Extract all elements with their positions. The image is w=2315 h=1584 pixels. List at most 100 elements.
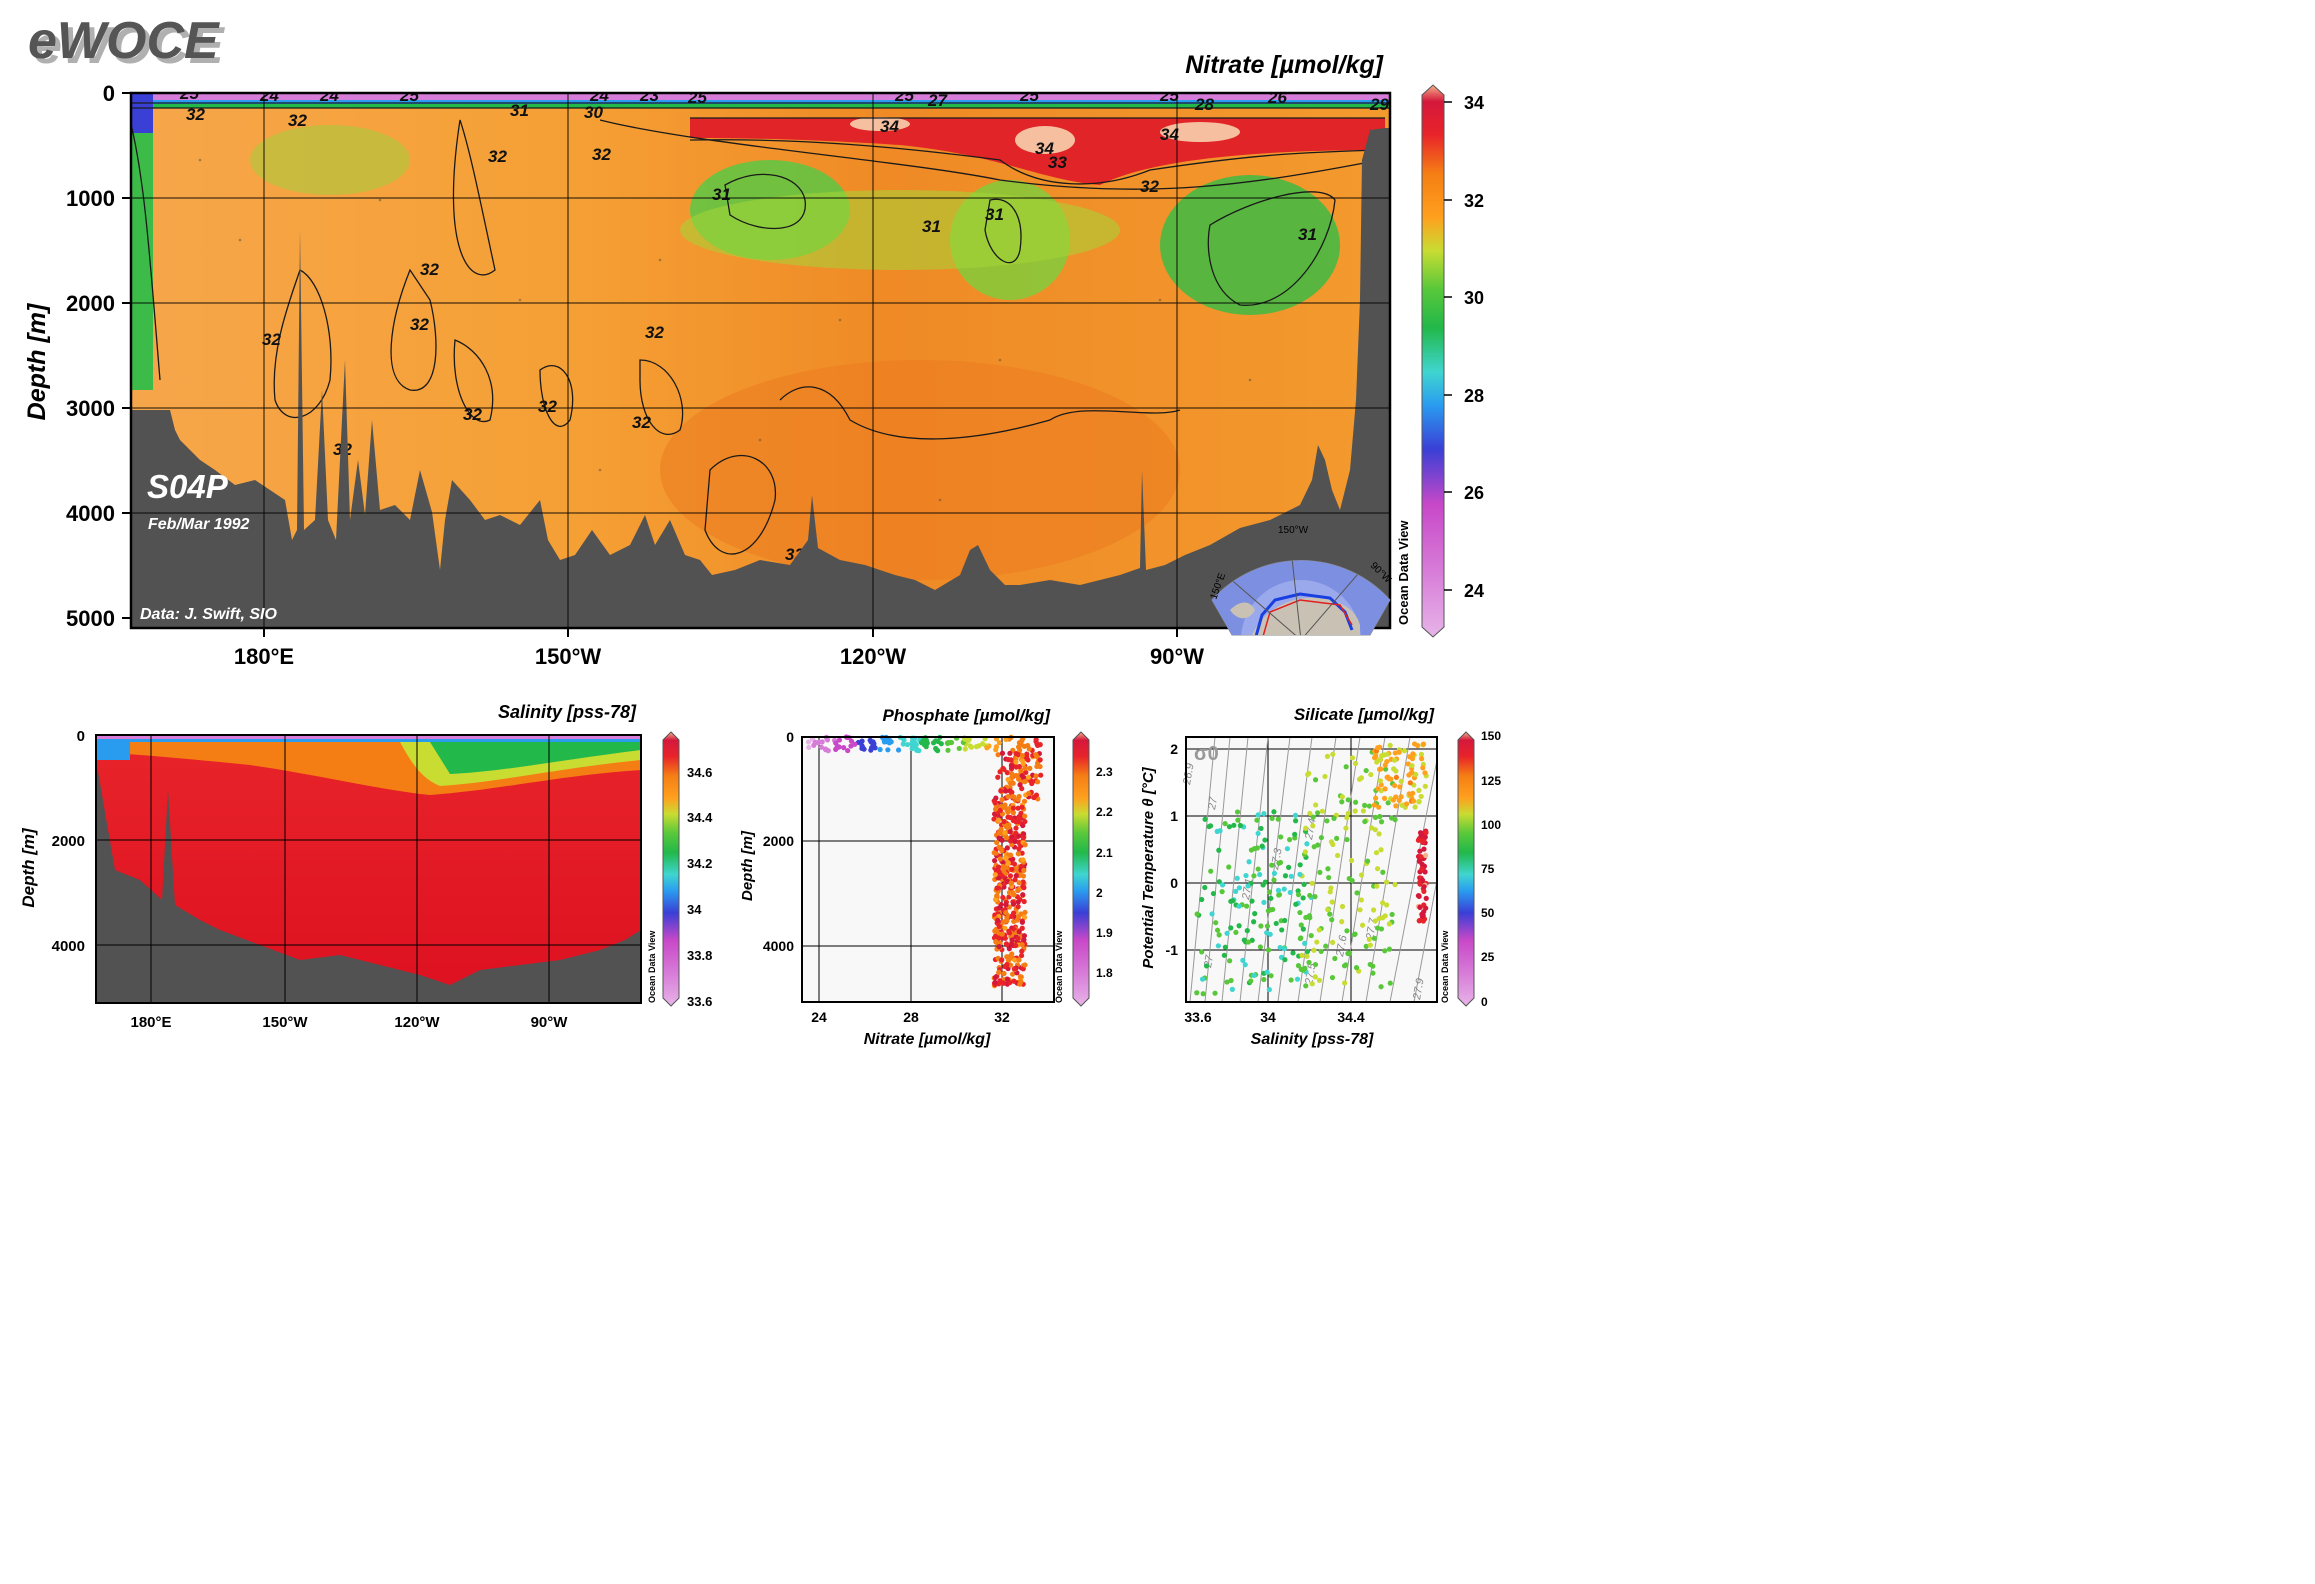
- data-point: [1412, 804, 1418, 810]
- data-point: [1215, 943, 1221, 949]
- data-point: [1019, 752, 1026, 759]
- x-tick-label: 120°W: [394, 1014, 440, 1031]
- data-point: [1015, 904, 1021, 910]
- data-point: [1292, 812, 1299, 818]
- inset-label: 150°W: [1278, 525, 1309, 536]
- data-point: [835, 744, 842, 750]
- data-point: [1380, 869, 1386, 875]
- data-point: [924, 740, 930, 746]
- data-point: [1003, 855, 1009, 861]
- data-point: [1363, 943, 1369, 949]
- data-point: [1393, 774, 1400, 780]
- data-point: [1371, 907, 1377, 913]
- data-point: [1378, 819, 1385, 825]
- data-point: [1387, 742, 1393, 748]
- data-point: [993, 744, 1000, 750]
- data-point: [1292, 835, 1298, 841]
- data-point: [1304, 953, 1310, 959]
- data-point: [1037, 757, 1043, 763]
- isopycnal-label: 26.9: [1181, 762, 1197, 786]
- colorbar-tick-label: 2.2: [1096, 805, 1113, 819]
- data-point: [1022, 909, 1028, 916]
- data-point: [956, 745, 962, 752]
- y-tick-label: 2000: [66, 291, 115, 316]
- contour-line: [539, 364, 574, 427]
- data-point: [1282, 917, 1288, 924]
- data-point: [1407, 780, 1413, 786]
- phosphate-colorbar: 2.3 2.2 2.1 2 1.9 1.8: [1072, 731, 1113, 1007]
- data-point: [1339, 919, 1345, 925]
- data-point: [1308, 932, 1314, 939]
- data-point: [1282, 957, 1288, 963]
- contour-label: 32: [645, 323, 664, 342]
- data-point: [1005, 806, 1011, 812]
- surface-layer: [131, 93, 1390, 101]
- contour-label: 28: [1194, 95, 1214, 114]
- data-point: [1015, 851, 1021, 857]
- data-point: [1349, 755, 1356, 761]
- data-point: [1420, 918, 1426, 924]
- data-point: [1419, 756, 1425, 762]
- data-point: [1234, 809, 1241, 815]
- data-point: [1312, 974, 1318, 980]
- data-point: [1377, 778, 1383, 784]
- colorbar-tick-label: 0: [1481, 995, 1488, 1009]
- data-point: [1000, 765, 1006, 771]
- data-point: [1300, 895, 1306, 901]
- data-point: [1367, 942, 1373, 948]
- data-point: [1237, 822, 1244, 829]
- data-point: [1019, 948, 1025, 954]
- colorbar-tick-label: 1.9: [1096, 926, 1113, 940]
- data-point: [1016, 763, 1023, 770]
- data-point: [1005, 794, 1011, 800]
- x-tick-label: 32: [994, 1009, 1010, 1025]
- data-point: [1016, 833, 1022, 839]
- data-point: [1005, 776, 1011, 783]
- data-point: [1003, 824, 1009, 830]
- data-point: [1389, 911, 1395, 918]
- data-point: [1015, 935, 1021, 942]
- data-point: [1371, 935, 1378, 941]
- station-dots: [198, 158, 1252, 502]
- data-point: [994, 885, 1000, 891]
- contour-label: 24: [589, 86, 609, 105]
- data-point: [1410, 798, 1417, 804]
- data-point: [1021, 933, 1028, 939]
- data-point: [1271, 870, 1278, 876]
- data-point: [1359, 922, 1366, 928]
- colorbar-tick-label: 2.3: [1096, 765, 1113, 779]
- data-point: [1310, 823, 1316, 829]
- data-point: [848, 743, 854, 749]
- x-tick-label: 180°E: [130, 1014, 171, 1031]
- data-point: [1334, 835, 1340, 842]
- data-point: [1249, 898, 1255, 904]
- data-point: [1396, 797, 1402, 804]
- colorbar-tick-label: 34.2: [687, 856, 712, 871]
- data-point: [1416, 918, 1422, 924]
- data-point: [996, 969, 1002, 975]
- contour-line: [599, 119, 1381, 190]
- data-point: [1319, 808, 1325, 814]
- data-point: [1014, 917, 1020, 923]
- main-frame: [129, 91, 1392, 630]
- data-point: [1342, 980, 1348, 986]
- salinity-y-label: Depth [m]: [19, 827, 38, 908]
- data-point: [1227, 958, 1233, 964]
- data-point: [996, 905, 1002, 911]
- colorbar-tick-label: 32: [1464, 191, 1484, 211]
- data-point: [1262, 837, 1268, 843]
- data-point: [992, 928, 998, 934]
- data-point: [1311, 947, 1317, 953]
- data-point: [1261, 976, 1267, 983]
- data-point: [1386, 776, 1392, 782]
- data-point: [1010, 780, 1016, 786]
- data-point: [1244, 903, 1250, 909]
- data-point: [1013, 819, 1019, 825]
- data-point: [1003, 788, 1009, 794]
- data-point: [1216, 847, 1222, 853]
- data-point: [1243, 872, 1249, 879]
- contour-label: 25: [1019, 86, 1039, 105]
- contour-label: 32: [592, 145, 611, 164]
- data-point: [1353, 760, 1359, 767]
- data-point: [1033, 773, 1039, 779]
